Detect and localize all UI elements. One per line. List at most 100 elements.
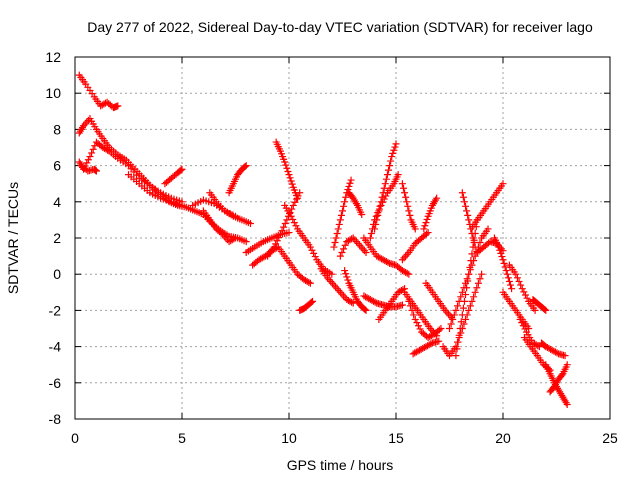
data-point — [242, 162, 250, 170]
data-point — [339, 207, 346, 215]
data-point — [372, 212, 380, 220]
data-point — [292, 222, 300, 230]
y-tick-label: 6 — [53, 158, 61, 174]
data-point — [178, 165, 186, 173]
data-point — [435, 337, 443, 345]
data-point — [513, 274, 521, 282]
series-arc41 — [499, 288, 533, 332]
data-point — [177, 166, 185, 174]
data-point — [272, 240, 280, 248]
data-point — [467, 257, 475, 265]
data-point — [282, 161, 290, 169]
data-point — [558, 371, 566, 379]
data-point — [344, 276, 352, 284]
data-point — [92, 167, 100, 175]
series-arc16 — [296, 297, 317, 314]
data-point — [423, 215, 431, 223]
data-point — [464, 211, 472, 219]
data-point — [336, 252, 344, 260]
data-point — [447, 320, 455, 328]
data-point — [458, 311, 466, 319]
data-point — [462, 202, 470, 210]
data-point — [465, 306, 473, 314]
y-tick-label: 2 — [53, 230, 61, 246]
data-point — [286, 174, 294, 182]
data-point — [284, 167, 292, 175]
series-arc36 — [452, 216, 481, 360]
data-point — [330, 281, 338, 289]
data-point — [368, 225, 376, 233]
data-point — [398, 256, 406, 264]
data-point — [500, 259, 508, 267]
x-axis-label: GPS time / hours — [287, 457, 394, 473]
data-point — [380, 184, 388, 192]
data-point — [328, 279, 336, 287]
data-point — [341, 267, 349, 275]
y-axis-label: SDTVAR / TECUs — [5, 182, 21, 294]
data-point — [411, 225, 419, 233]
data-point — [402, 268, 410, 276]
data-point — [459, 304, 467, 312]
data-point — [360, 247, 368, 255]
data-point — [232, 234, 239, 242]
data-point — [532, 341, 540, 349]
data-point — [403, 198, 411, 206]
data-point — [391, 143, 399, 151]
series-arc25 — [366, 171, 402, 242]
data-point — [89, 145, 97, 153]
grid — [75, 57, 610, 419]
data-points — [75, 71, 571, 409]
data-point — [281, 220, 289, 228]
data-point — [307, 298, 315, 306]
data-point — [456, 325, 464, 332]
series-arc45 — [529, 296, 550, 314]
data-point — [476, 275, 484, 283]
data-point — [512, 270, 520, 278]
data-point — [497, 249, 505, 257]
data-point — [531, 306, 539, 314]
series-arc10 — [225, 162, 250, 197]
data-point — [278, 227, 286, 235]
data-point — [473, 284, 481, 292]
data-point — [382, 192, 390, 200]
data-point — [242, 238, 250, 246]
data-point — [345, 182, 353, 190]
series-arc20 — [341, 267, 370, 314]
data-point — [382, 175, 390, 183]
data-point — [517, 281, 525, 289]
data-point — [308, 246, 316, 254]
y-tick-label: 8 — [53, 121, 61, 137]
series-arc28 — [398, 229, 432, 264]
data-point — [470, 293, 478, 301]
data-point — [446, 325, 453, 332]
data-point — [462, 315, 470, 323]
data-point — [287, 177, 295, 185]
data-point — [499, 180, 507, 188]
data-point — [469, 234, 477, 242]
data-point — [502, 267, 510, 275]
data-point — [387, 157, 395, 165]
data-point — [420, 225, 428, 233]
data-point — [388, 153, 396, 161]
data-point — [404, 202, 412, 210]
data-point — [463, 207, 471, 215]
series-arc27 — [398, 180, 419, 233]
y-tick-label: 0 — [53, 266, 61, 282]
data-point — [468, 229, 476, 237]
x-tick-label: 5 — [178, 430, 186, 446]
data-point — [367, 229, 375, 237]
data-point — [217, 229, 225, 237]
series-arc33 — [422, 279, 456, 322]
data-point — [371, 298, 379, 306]
data-point — [362, 248, 370, 256]
data-point — [354, 239, 362, 247]
series-arc9 — [206, 189, 254, 228]
data-point — [102, 145, 110, 153]
data-point — [310, 249, 318, 257]
data-point — [258, 254, 266, 262]
series-arc31 — [420, 194, 441, 233]
data-point — [505, 277, 513, 285]
x-tick-label: 25 — [602, 430, 618, 446]
